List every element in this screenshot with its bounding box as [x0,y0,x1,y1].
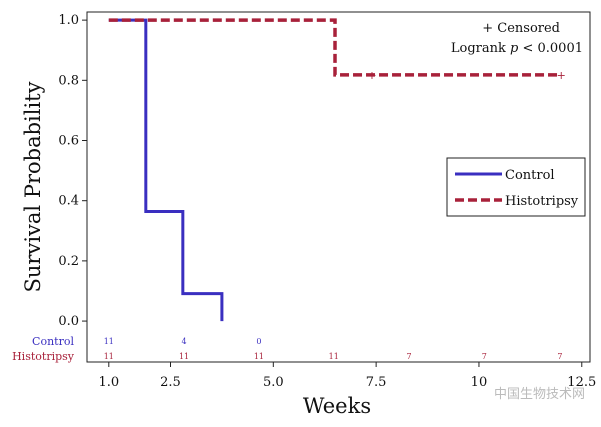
risk-count: 7 [557,352,562,361]
risk-row-label: Histotripsy [12,350,75,363]
series-control-line [108,18,224,322]
risk-count: 7 [406,352,411,361]
series-histotripsy-line [108,18,562,77]
watermark: 中国生物技术网 [494,387,585,402]
risk-count: 4 [182,337,187,346]
censored-note: + Censored [482,21,560,36]
y-tick-label: 0.6 [58,134,79,149]
logrank-note: Logrank p < 0.0001 [451,41,583,56]
y-tick-label: 1.0 [58,13,79,28]
risk-count: 11 [254,352,264,361]
risk-count: 11 [104,337,114,346]
x-tick-label: 1.0 [98,375,119,390]
legend-histotripsy-label: Histotripsy [505,194,579,209]
risk-count: 11 [329,352,339,361]
censored-mark: + [367,69,376,82]
x-tick-label: 5.0 [263,375,284,390]
y-tick-label: 0.0 [58,314,79,329]
y-axis-label: Survival Probability [21,81,45,292]
x-tick-label: 10 [471,375,488,390]
x-tick-label: 2.5 [160,375,181,390]
x-tick-label: 12.5 [567,375,596,390]
risk-count: 7 [482,352,487,361]
risk-count: 0 [256,337,261,346]
plot-frame [86,11,591,363]
censored-mark: + [557,69,566,82]
risk-count: 11 [179,352,189,361]
legend-control-label: Control [505,168,555,183]
risk-count: 11 [104,352,114,361]
y-tick-label: 0.2 [58,254,79,269]
x-axis-label: Weeks [303,394,371,418]
legend-box [446,157,586,217]
risk-row-label: Control [32,335,74,348]
x-tick-label: 7.5 [366,375,387,390]
legend: Control Histotripsy [446,157,586,217]
y-tick-label: 0.4 [58,194,79,209]
y-tick-label: 0.8 [58,73,79,88]
